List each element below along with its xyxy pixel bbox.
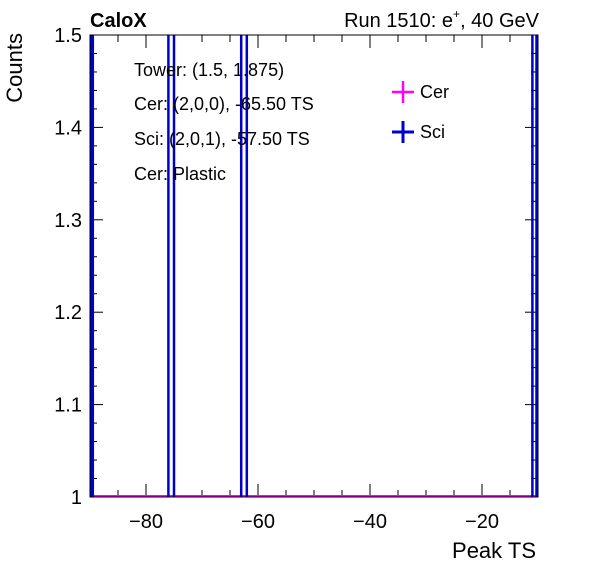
legend: Cer Sci [392,81,449,143]
chart-right-title: Run 1510: e+, 40 GeV [344,7,540,32]
x-tick-label: −40 [353,511,387,533]
legend-entry-cer: Cer [392,81,449,103]
legend-label-cer: Cer [420,82,449,102]
annotation-cer-channel: Cer: (2,0,0), -65.50 TS [134,94,314,114]
plot-frame [89,34,539,498]
y-tick-label: 1.5 [54,25,82,47]
annotation-tower: Tower: (1.5, 1.875) [134,60,284,80]
right-title-sup: + [453,7,460,21]
histogram-bars [90,35,538,497]
y-tick-label: 1.2 [54,302,82,324]
y-tick-label: 1 [71,487,82,509]
annotation-sci-channel: Sci: (2,0,1), -57.50 TS [134,129,310,149]
y-tick-label: 1.4 [54,117,82,139]
y-axis-label: Counts [2,33,27,103]
legend-entry-sci: Sci [392,121,445,143]
y-tick-label: 1.1 [54,395,82,417]
x-tick-label: −20 [465,511,499,533]
legend-label-sci: Sci [420,122,445,142]
annotation-cer-material: Cer: Plastic [134,164,226,184]
chart-left-title: CaloX [90,10,147,32]
x-tick-label: −60 [241,511,275,533]
axis-ticks: −80 −60 −40 −20 1 1.1 1.2 1.3 1.4 1.5 [54,25,539,533]
y-tick-label: 1.3 [54,210,82,232]
right-title-prefix: Run 1510: e [344,10,453,32]
right-title-suffix: , 40 GeV [460,10,540,32]
x-axis-label: Peak TS [452,538,536,563]
annotation-block: Tower: (1.5, 1.875) Cer: (2,0,0), -65.50… [134,60,314,184]
x-tick-label: −80 [129,511,163,533]
